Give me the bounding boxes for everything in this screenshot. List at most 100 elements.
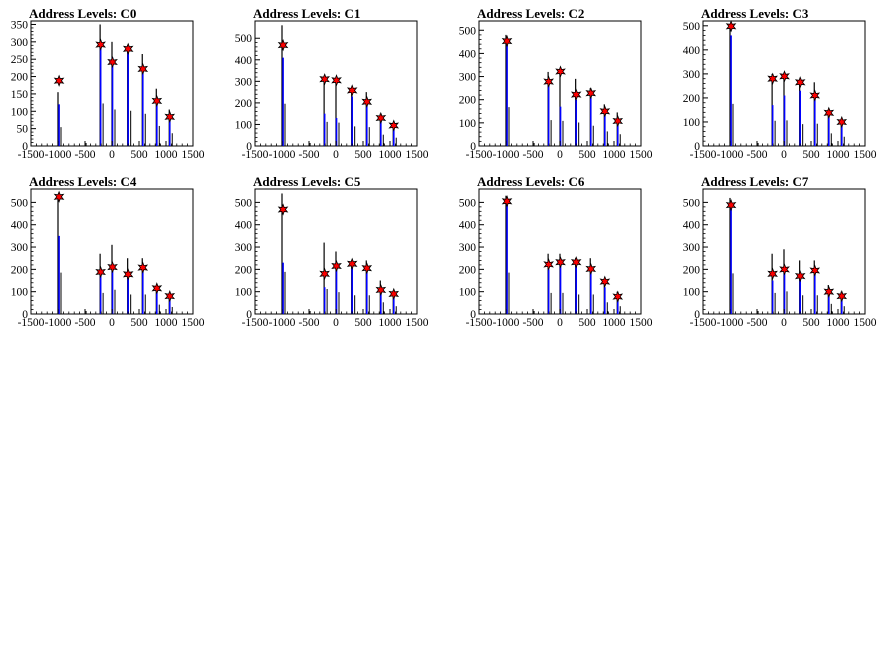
peak-marker bbox=[164, 110, 176, 123]
y-tick-label: 400 bbox=[235, 220, 253, 232]
y-tick-label: 100 bbox=[683, 287, 701, 299]
y-tick-label: 200 bbox=[11, 264, 29, 276]
peak-marker bbox=[809, 264, 821, 277]
y-tick-label: 500 bbox=[459, 25, 477, 37]
x-tick-label: 1000 bbox=[155, 149, 178, 161]
x-tick-label: 0 bbox=[781, 317, 787, 329]
x-tick-label: -1500 bbox=[242, 149, 269, 161]
y-tick-label: 0 bbox=[694, 309, 700, 321]
peak-marker bbox=[137, 62, 149, 76]
y-tick-label: 100 bbox=[683, 117, 701, 129]
x-tick-label: 0 bbox=[109, 317, 115, 329]
y-tick-label: 300 bbox=[459, 242, 477, 254]
peak-marker bbox=[331, 74, 342, 87]
x-tick-label: 1000 bbox=[827, 149, 850, 161]
peak-marker bbox=[555, 65, 566, 78]
y-tick-label: 200 bbox=[235, 98, 253, 110]
y-tick-label: 500 bbox=[683, 21, 701, 33]
x-tick-label: 1500 bbox=[182, 317, 205, 329]
y-tick-label: 500 bbox=[235, 197, 253, 209]
y-tick-label: 400 bbox=[235, 55, 253, 67]
x-tick-label: 500 bbox=[578, 317, 596, 329]
x-tick-label: -500 bbox=[298, 149, 319, 161]
y-tick-label: 0 bbox=[470, 309, 476, 321]
panel-c4: Address Levels: C40100200300400500-1500-… bbox=[11, 174, 205, 329]
peak-marker bbox=[388, 119, 400, 132]
peak-marker bbox=[53, 74, 65, 87]
panel-title: Address Levels: C3 bbox=[701, 6, 809, 21]
panel-title: Address Levels: C6 bbox=[477, 174, 585, 189]
y-tick-label: 100 bbox=[235, 287, 253, 299]
x-tick-label: -1500 bbox=[18, 317, 45, 329]
x-tick-label: 0 bbox=[557, 317, 563, 329]
y-tick-label: 300 bbox=[11, 242, 29, 254]
y-tick-label: 500 bbox=[459, 197, 477, 209]
peak-marker bbox=[809, 89, 821, 102]
peak-marker bbox=[151, 282, 163, 295]
x-tick-label: 0 bbox=[333, 317, 339, 329]
peak-marker bbox=[164, 289, 176, 303]
y-tick-label: 100 bbox=[459, 287, 477, 299]
peak-marker bbox=[836, 115, 848, 129]
y-tick-label: 100 bbox=[235, 119, 253, 131]
x-tick-label: 1000 bbox=[155, 317, 178, 329]
x-tick-label: 1000 bbox=[379, 317, 402, 329]
y-tick-label: 200 bbox=[683, 93, 701, 105]
peak-marker bbox=[612, 114, 624, 128]
peak-marker bbox=[319, 267, 330, 280]
peak-marker bbox=[346, 257, 358, 270]
x-tick-label: -1500 bbox=[242, 317, 269, 329]
peak-marker bbox=[122, 42, 134, 55]
peak-marker bbox=[277, 203, 289, 216]
peak-marker bbox=[779, 263, 790, 276]
x-tick-label: 1000 bbox=[603, 149, 626, 161]
peak-marker bbox=[767, 267, 778, 280]
panel-title: Address Levels: C2 bbox=[477, 6, 584, 21]
y-tick-label: 300 bbox=[459, 72, 477, 84]
y-tick-label: 400 bbox=[459, 220, 477, 232]
y-tick-label: 350 bbox=[11, 19, 29, 31]
x-tick-label: -1000 bbox=[717, 149, 744, 161]
peak-marker bbox=[107, 260, 118, 274]
x-tick-label: -1000 bbox=[269, 317, 296, 329]
peak-marker bbox=[599, 105, 611, 118]
y-tick-label: 200 bbox=[459, 95, 477, 107]
x-tick-label: -1500 bbox=[690, 317, 717, 329]
peak-marker bbox=[555, 256, 566, 269]
panel-c6: Address Levels: C6 0 100 200 300 400 500 -1500-… bbox=[459, 174, 653, 329]
peak-marker bbox=[53, 190, 65, 203]
x-tick-label: 500 bbox=[802, 149, 820, 161]
x-tick-label: -500 bbox=[298, 317, 319, 329]
x-tick-label: -1000 bbox=[717, 317, 744, 329]
y-tick-label: 200 bbox=[459, 264, 477, 276]
y-tick-label: 0 bbox=[22, 309, 28, 321]
panel-c2: Address Levels: C20100200300400500-1500-… bbox=[459, 6, 653, 161]
x-tick-label: -1000 bbox=[493, 317, 520, 329]
x-tick-label: -500 bbox=[746, 149, 767, 161]
x-tick-label: 1500 bbox=[854, 149, 877, 161]
x-tick-label: 1500 bbox=[182, 149, 205, 161]
panel-title: Address Levels: C4 bbox=[29, 174, 137, 189]
peak-marker bbox=[375, 283, 387, 297]
peak-marker bbox=[767, 72, 778, 85]
peak-marker bbox=[823, 106, 835, 119]
peak-marker bbox=[585, 262, 597, 276]
y-tick-label: 0 bbox=[470, 141, 476, 153]
peak-marker bbox=[331, 259, 342, 273]
y-tick-label: 500 bbox=[683, 197, 701, 209]
peak-marker bbox=[277, 38, 289, 52]
peak-marker bbox=[543, 258, 554, 271]
y-tick-label: 100 bbox=[11, 106, 29, 118]
peak-marker bbox=[543, 75, 554, 88]
y-tick-label: 400 bbox=[683, 45, 701, 57]
y-tick-label: 300 bbox=[683, 242, 701, 254]
y-tick-label: 300 bbox=[11, 37, 29, 49]
y-tick-label: 400 bbox=[683, 220, 701, 232]
x-tick-label: -1500 bbox=[466, 149, 493, 161]
x-tick-label: -500 bbox=[74, 317, 95, 329]
peak-marker bbox=[725, 198, 737, 212]
peak-marker bbox=[779, 70, 790, 83]
x-tick-label: -1500 bbox=[466, 317, 493, 329]
panel-c3: Address Levels: C30100200300400500-1500-… bbox=[683, 6, 877, 161]
peak-marker bbox=[794, 269, 806, 283]
